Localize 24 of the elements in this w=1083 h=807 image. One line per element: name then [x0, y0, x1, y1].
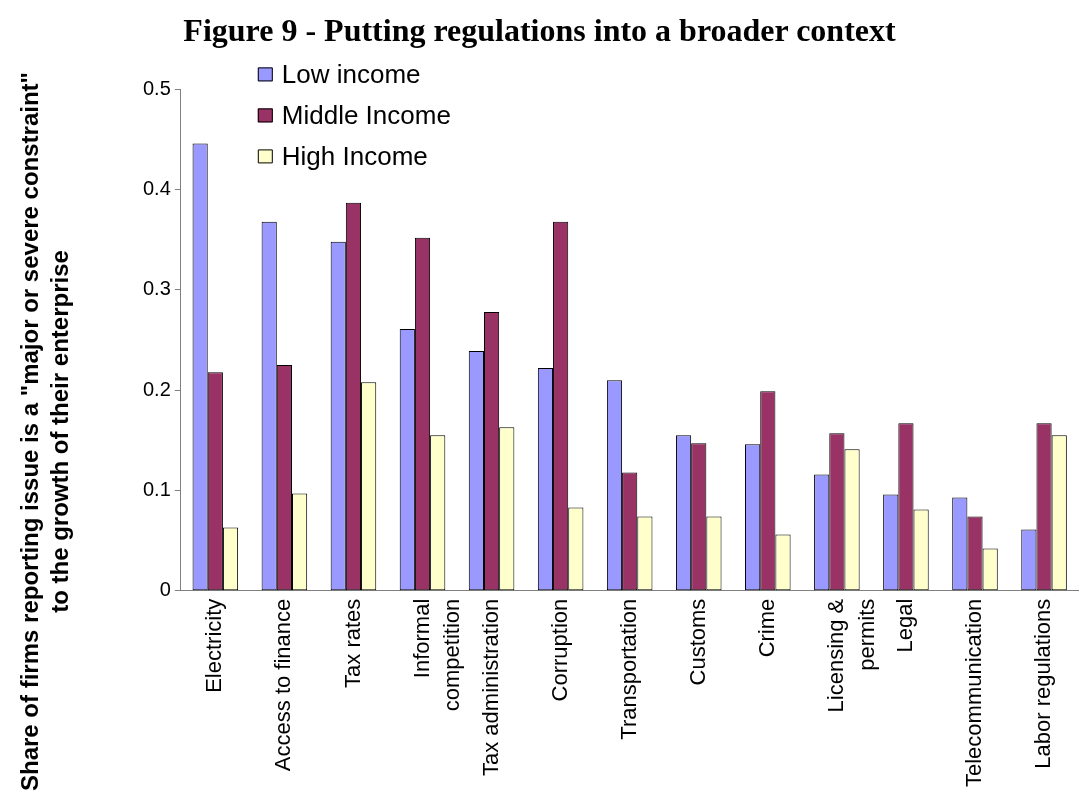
legend-label: Middle Income: [281, 99, 451, 130]
y-axis-title: Share of firms reporting issue is a "major or severe constraint" to the growth of their enterprise: [15, 72, 73, 791]
x-tick-label: Tax rates: [339, 598, 365, 688]
x-tick-label: Transportation: [615, 598, 641, 740]
x-tick-label: Tax administration: [477, 598, 503, 776]
y-tick-label: 0.3: [142, 277, 171, 300]
x-tick-label: Labor regulations: [1030, 598, 1056, 769]
y-tick-label: 0.1: [142, 477, 171, 500]
x-tick-label: Electricity: [201, 598, 227, 693]
x-tick-label: Licensing & permits: [822, 598, 879, 713]
legend-label: Low income: [281, 58, 421, 89]
x-tick-label: Customs: [684, 598, 710, 686]
x-tick-label: Informal competition: [408, 598, 465, 712]
y-tick-label: 0.5: [142, 76, 171, 99]
chart-title: Figure 9 - Putting regulations into a broader context: [183, 12, 896, 49]
y-tick-label: 0.2: [142, 377, 171, 400]
x-tick-label: Telecommunication: [961, 598, 987, 787]
x-tick-label: Access to finance: [270, 598, 296, 772]
x-tick-label: Crime: [753, 598, 779, 658]
y-tick-label: 0.4: [142, 177, 171, 200]
y-tick-label: 0: [159, 578, 171, 601]
x-tick-label: Corruption: [546, 598, 572, 702]
legend-label: High Income: [281, 140, 428, 171]
x-tick-label: Legal: [891, 598, 917, 653]
